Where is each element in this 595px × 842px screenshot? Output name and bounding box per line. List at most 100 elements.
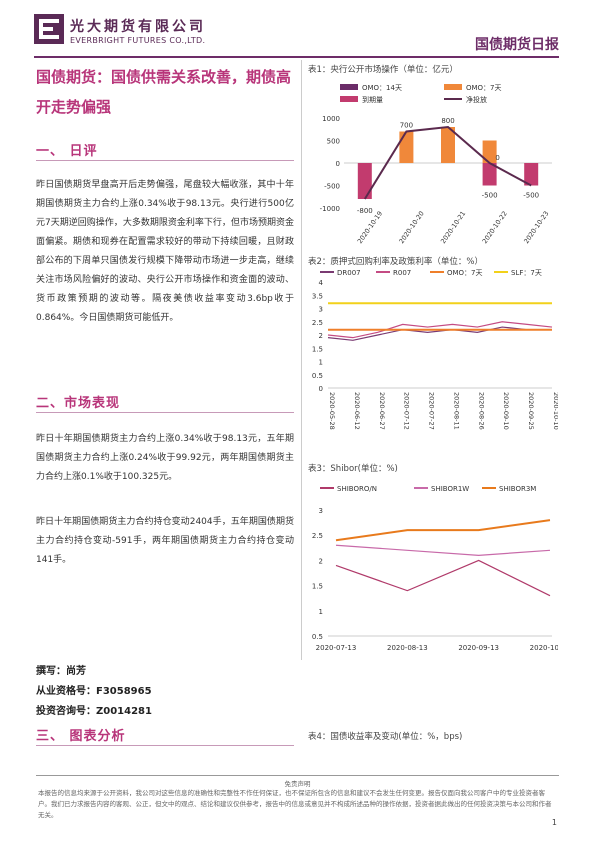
bar-maturity [357, 163, 372, 199]
advisor-label: 投资咨询号：Z0014281 [36, 706, 152, 717]
y-tick-label: 1.5 [312, 345, 323, 353]
company-logo-icon [34, 14, 64, 44]
section-heading-charts: 三、 图表分析 [36, 729, 126, 744]
series-line [335, 544, 551, 556]
chart4-caption: 表4：国债收益率及变动(单位：%，bps) [308, 732, 463, 742]
legend-label: SHIBORO/N [337, 485, 377, 493]
company-name-en: EVERBRIGHT FUTURES CO.,LTD. [70, 36, 206, 45]
chart1-caption: 表1：央行公开市场操作（单位：亿元） [308, 65, 458, 75]
y-tick-label: 2.5 [312, 532, 323, 540]
x-tick-label: 2020-06-27 [378, 392, 386, 430]
column-divider [301, 60, 302, 660]
bar-maturity [524, 163, 539, 186]
series-line [335, 559, 551, 597]
series-line [327, 326, 552, 341]
bar-omo7 [482, 140, 497, 163]
y-tick-label: -500 [324, 183, 340, 191]
chart2-repo-rates: DR007 R007 OMO：7天 SLF：7天 4 3.5 3 2.5 2 1.5 1 0.5 0 20… [312, 269, 558, 430]
chart3-caption: 表3：Shibor(单位：%) [308, 464, 398, 474]
data-label: 0 [495, 154, 499, 162]
x-tick-label: 2020-05-28 [328, 392, 336, 430]
data-label: 800 [441, 117, 454, 125]
x-tick-label: 2020-10-22 [481, 210, 509, 246]
x-tick-label: 2020-07-12 [403, 392, 411, 430]
x-tick-label: 2020-10-10 [552, 392, 558, 430]
legend-label: OMO：7天 [447, 269, 483, 277]
legend-label: SHIBOR3M [499, 485, 536, 493]
y-tick-label: 0.5 [312, 633, 323, 641]
bar-omo7 [399, 131, 414, 163]
legend-label: 到期量 [362, 96, 383, 104]
section-divider [36, 160, 294, 161]
y-tick-label: 0 [319, 385, 323, 393]
y-tick-label: 2 [319, 332, 323, 340]
series-line [327, 321, 553, 339]
line-net [363, 125, 532, 200]
x-tick-label: 2020-09-25 [527, 392, 535, 430]
x-tick-label: 2020-09-10 [502, 392, 510, 430]
legend-label: R007 [393, 269, 411, 277]
y-tick-label: 500 [327, 138, 340, 146]
y-tick-label: 2 [319, 557, 323, 565]
legend-swatch [444, 84, 462, 90]
y-tick-label: 3 [319, 507, 323, 515]
disclaimer-text: 本报告的信息均来源于公开资料，我公司对这些信息的准确性和完整性不作任何保证，也不… [38, 789, 552, 819]
data-label: 700 [400, 122, 413, 130]
data-label: -500 [523, 192, 539, 200]
chart3-shibor: SHIBORO/N SHIBOR1W SHIBOR3M 3 2.5 2 1.5 1 0.5 202… [312, 485, 558, 652]
header-divider [34, 56, 559, 58]
qualification-label: 从业资格号：F3058965 [36, 686, 152, 697]
y-tick-label: 1000 [322, 115, 340, 123]
x-tick-label: 2020-08-11 [452, 392, 460, 430]
y-tick-label: 3 [319, 306, 323, 314]
footer-divider [36, 775, 559, 776]
legend-label: SHIBOR1W [431, 485, 469, 493]
section-divider [36, 745, 294, 746]
x-tick-label: 2020-08-13 [387, 644, 428, 652]
legend-label: DR007 [337, 269, 361, 277]
x-tick-label: 2020-08-26 [477, 392, 485, 430]
y-tick-label: 4 [319, 279, 324, 287]
x-tick-label: 2020-07-13 [316, 644, 357, 652]
daily-comment-paragraph: 昨日国债期货早盘高开后走势偏强，尾盘较大幅收涨，其中十年期国债期货主力合约上涨0… [36, 180, 294, 323]
market-paragraph-1: 昨日十年期国债期货主力合约上涨0.34%收于98.13元，五年期国债期货主力合约… [36, 434, 294, 482]
x-tick-label: 2020-10-13 [530, 644, 558, 652]
data-label: -800 [357, 207, 373, 215]
y-tick-label: 2.5 [312, 319, 323, 327]
y-tick-label: -1000 [320, 205, 340, 213]
y-tick-label: 1.5 [312, 583, 323, 591]
legend-label: OMO：14天 [362, 84, 402, 92]
x-tick-label: 2020-07-27 [428, 392, 436, 430]
article-title: 国债期货：国债供需关系改善，期债高开走势偏强 [36, 68, 292, 116]
company-name-cn: 光大期货有限公司 [70, 19, 206, 35]
x-tick-label: 2020-10-23 [522, 210, 550, 246]
legend-label: SLF：7天 [511, 269, 542, 277]
disclaimer-title: 免责声明 [284, 780, 311, 788]
x-tick-label: 2020-06-12 [353, 392, 361, 430]
chart2-caption: 表2：质押式回购利率及政策利率（单位：%） [308, 257, 483, 267]
market-paragraph-2: 昨日十年期国债期货主力合约持仓变动2404手，五年期国债期货主力合约持仓变动-5… [36, 517, 294, 565]
legend-label: OMO：7天 [466, 84, 502, 92]
y-tick-label: 0.5 [312, 372, 323, 380]
y-tick-label: 3.5 [312, 292, 323, 300]
y-tick-label: 1 [319, 359, 323, 367]
bar-omo7 [441, 127, 455, 163]
bar-maturity [482, 163, 497, 186]
y-tick-label: 0 [336, 160, 340, 168]
x-tick-label: 2020-09-13 [458, 644, 499, 652]
report-name: 国债期货日报 [475, 37, 559, 53]
author-label: 撰写：尚芳 [36, 666, 86, 677]
data-label: -500 [482, 192, 498, 200]
legend-label: 净投放 [466, 95, 487, 104]
section-divider [36, 412, 294, 413]
section-heading-daily: 一、 日评 [36, 144, 98, 159]
legend-swatch [340, 84, 358, 90]
series-line [335, 519, 551, 542]
y-tick-label: 1 [319, 608, 323, 616]
x-tick-label: 2020-10-21 [439, 210, 467, 246]
section-heading-market: 二、市场表现 [36, 396, 121, 411]
page-number: 1 [551, 818, 557, 827]
x-tick-label: 2020-10-20 [397, 210, 425, 246]
legend-swatch [340, 96, 358, 102]
